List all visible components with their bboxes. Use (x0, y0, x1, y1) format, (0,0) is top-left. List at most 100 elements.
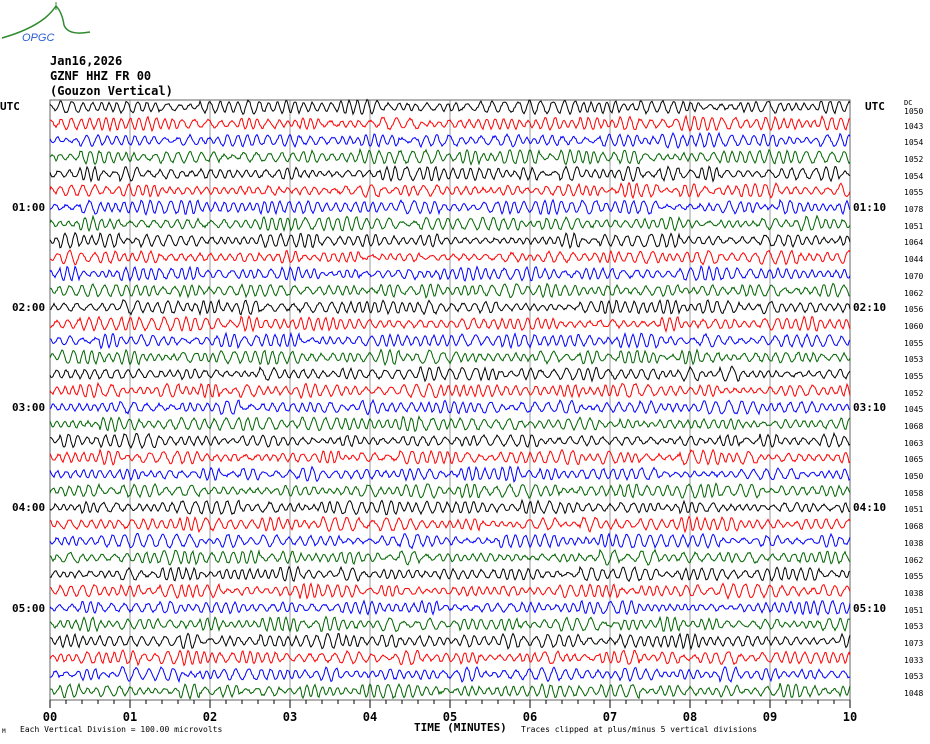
seismic-trace (49, 165, 851, 183)
seismic-trace (49, 198, 851, 216)
dc-offset: 1055 (904, 572, 924, 582)
left-hour-label: 01:00 (12, 201, 46, 215)
seismic-trace (49, 482, 851, 500)
seismic-trace (49, 649, 851, 667)
dc-offset: 1051 (904, 221, 924, 231)
x-tick-label: 03 (283, 710, 297, 724)
logo-text: OPGC (22, 32, 54, 44)
seismic-trace (49, 682, 851, 701)
left-hour-label: 02:00 (12, 301, 46, 315)
seismic-trace (49, 532, 851, 550)
seismic-trace (49, 632, 851, 651)
dc-offset: 1063 (904, 438, 924, 448)
seismic-trace (49, 181, 851, 200)
dc-offset: 1043 (904, 121, 924, 131)
dc-offset: 1048 (904, 689, 924, 698)
seismic-trace (49, 282, 851, 299)
right-hour-label: 04:10 (853, 501, 887, 515)
left-utc-label: UTC (0, 100, 20, 113)
seismic-trace (49, 348, 851, 367)
seismic-trace (49, 365, 851, 383)
dc-offset: 1062 (904, 555, 924, 565)
seismic-trace (49, 498, 851, 516)
right-hour-label: 03:10 (853, 401, 887, 415)
dc-offset: 1038 (904, 588, 924, 598)
seismic-trace (49, 582, 851, 600)
dc-offset: 1070 (904, 271, 924, 281)
dc-label: DC (904, 99, 913, 107)
seismic-trace (49, 265, 851, 283)
dc-offset: 1055 (904, 188, 924, 198)
opgc-logo: OPGC (0, 0, 95, 45)
x-tick-label: 04 (363, 710, 377, 724)
x-tick-label: 08 (683, 710, 697, 724)
seismic-trace (49, 147, 851, 166)
seismic-trace (50, 331, 851, 350)
dc-offset: 1064 (904, 238, 924, 248)
x-tick-label: 02 (203, 710, 217, 724)
seismic-trace (49, 214, 851, 233)
seismic-trace (49, 548, 851, 566)
left-hour-label: 05:00 (12, 601, 46, 615)
dc-offset: 1053 (904, 672, 924, 682)
dc-offset: 1053 (904, 622, 924, 632)
dc-offset: 1033 (904, 655, 924, 665)
seismic-trace (49, 315, 851, 333)
seismic-trace (49, 666, 851, 684)
right-hour-label: 01:10 (853, 201, 887, 215)
dc-offset: 1054 (904, 171, 924, 181)
dc-offset: 1050 (904, 472, 924, 482)
dc-offset: 1068 (904, 522, 924, 532)
header-station: GZNF HHZ FR 00 (50, 69, 152, 83)
left-hour-label: 04:00 (12, 501, 46, 515)
seismic-trace (49, 398, 851, 416)
seismic-trace (49, 515, 851, 534)
x-tick-label: 00 (43, 710, 57, 724)
scale-note: Each Vertical Division = 100.00 microvol… (20, 725, 223, 734)
header-location: (Gouzon Vertical) (50, 84, 173, 98)
dc-offset: 1068 (904, 422, 924, 432)
x-tick-label: 09 (763, 710, 777, 724)
dc-offset: 1044 (904, 255, 924, 265)
x-tick-label: 10 (843, 710, 857, 724)
dc-offset: 1058 (904, 488, 924, 498)
seismic-trace (49, 615, 851, 633)
clip-note: Traces clipped at plus/minus 5 vertical … (521, 725, 758, 734)
x-tick-label: 06 (523, 710, 537, 724)
dc-offset: 1065 (904, 455, 924, 465)
corner-mark: M (2, 728, 6, 735)
dc-offset: 1052 (904, 155, 924, 165)
dc-offset: 1051 (904, 605, 924, 615)
right-hour-label: 02:10 (853, 301, 887, 315)
seismic-trace (49, 249, 851, 266)
seismic-trace (49, 599, 851, 616)
seismic-trace (49, 131, 851, 149)
dc-offset: 1045 (904, 405, 924, 415)
seismic-trace (49, 231, 851, 249)
seismic-trace (49, 98, 851, 116)
dc-offset: 1054 (904, 138, 924, 148)
right-hour-label: 05:10 (853, 601, 887, 615)
dc-offset: 1055 (904, 338, 924, 348)
seismic-trace (49, 465, 851, 483)
dc-offset: 1051 (904, 505, 924, 515)
seismic-trace (49, 448, 851, 466)
logo-graphic: OPGC (1, 2, 91, 44)
dc-offset: 1060 (904, 321, 924, 331)
header-date: Jan16,2026 (50, 54, 123, 68)
seismic-trace (49, 381, 851, 400)
dc-offset: 1062 (904, 288, 924, 298)
dc-offset: 1053 (904, 355, 924, 365)
dc-offset: 1052 (904, 388, 924, 398)
dc-offset: 1055 (904, 371, 924, 381)
x-tick-label: 07 (603, 710, 617, 724)
dc-offset: 1056 (904, 305, 924, 315)
dc-offset: 1078 (904, 205, 924, 215)
dc-offset: 1050 (904, 107, 924, 116)
x-axis-label: TIME (MINUTES) (414, 721, 507, 734)
seismic-trace (49, 114, 851, 133)
seismic-trace (49, 298, 851, 317)
left-hour-label: 03:00 (12, 401, 46, 415)
